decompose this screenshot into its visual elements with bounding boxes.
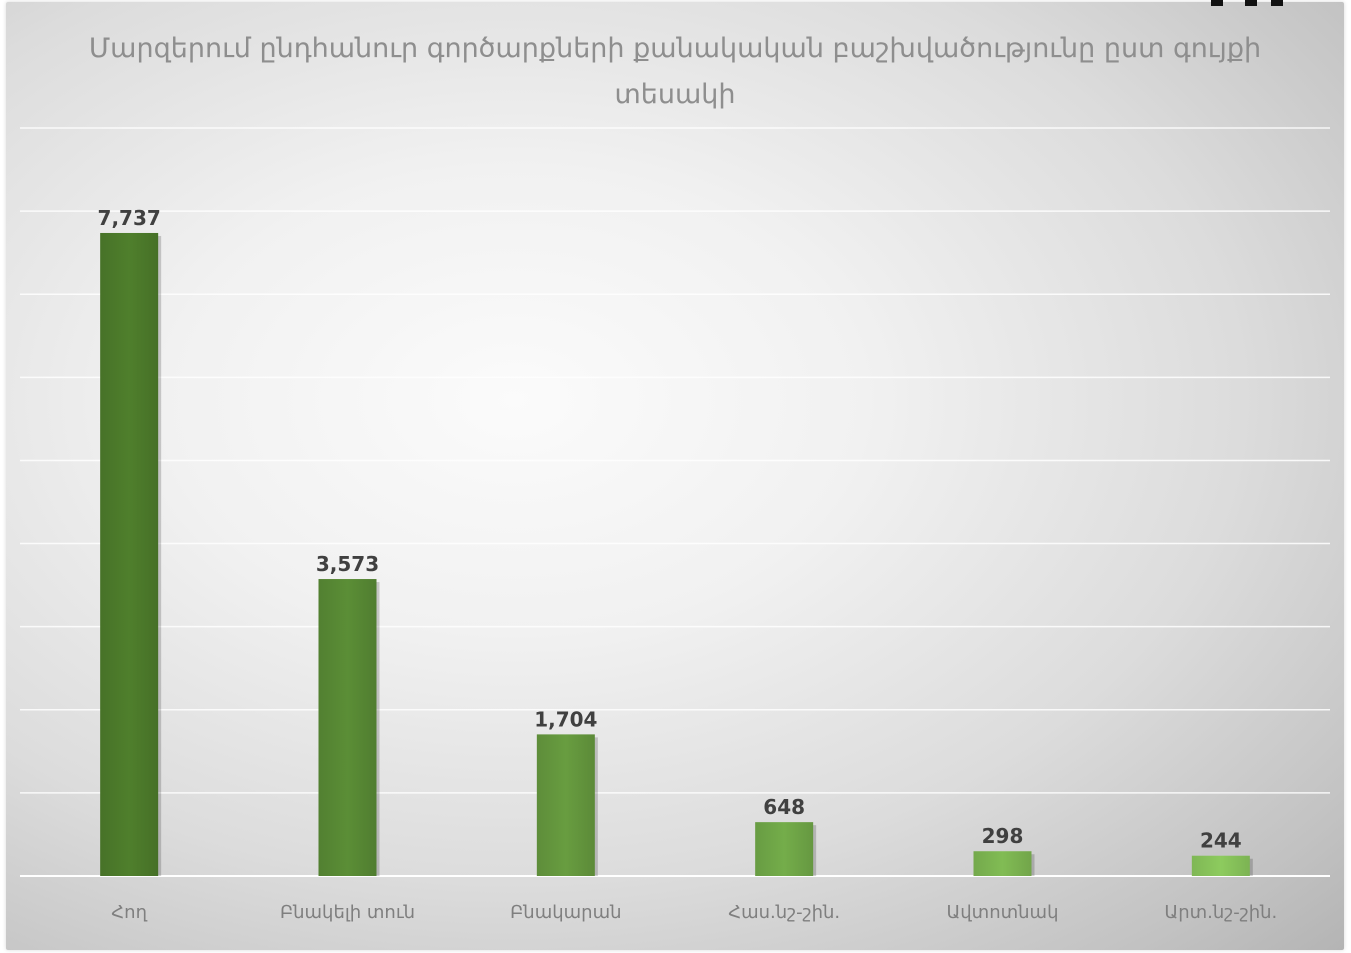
x-tick-label: Բնակելի տուն bbox=[280, 902, 415, 923]
data-label: 7,737 bbox=[98, 206, 161, 230]
corner-decoration bbox=[1211, 0, 1291, 6]
x-tick-label: Արտ.նշ-շին. bbox=[1164, 902, 1277, 923]
x-axis-ticks: Հող Բնակելի տուն Բնակարան Հաս.նշ-շին. Ավտոտն… bbox=[111, 902, 1277, 923]
chart-title: Մարզերում ընդհանուր գործարքների քանակակա… bbox=[88, 33, 1262, 110]
plot-area: 7,737 3,573 1,704 648 298 244 Հող Բնակելի տուն… bbox=[20, 127, 1330, 923]
bar-4 bbox=[755, 822, 814, 876]
chart-area: Մարզերում ընդհանուր գործարքների քանակակա… bbox=[6, 2, 1344, 950]
bar-1 bbox=[100, 232, 159, 876]
data-label: 3,573 bbox=[316, 552, 379, 576]
x-tick-label: Ավտոտնակ bbox=[946, 902, 1058, 923]
data-labels: 7,737 3,573 1,704 648 298 244 bbox=[98, 206, 1242, 853]
x-tick-label: Հող bbox=[111, 902, 147, 923]
bar-6 bbox=[1191, 855, 1250, 876]
bar-2 bbox=[318, 579, 377, 876]
gridlines bbox=[20, 127, 1330, 877]
data-label: 648 bbox=[763, 795, 805, 819]
bars bbox=[100, 232, 1253, 876]
data-label: 244 bbox=[1200, 829, 1242, 853]
x-tick-label: Հաս.նշ-շին. bbox=[728, 902, 840, 923]
data-label: 1,704 bbox=[534, 707, 597, 731]
x-tick-label: Բնակարան bbox=[510, 902, 621, 923]
bar-3 bbox=[536, 734, 595, 876]
bar-5 bbox=[973, 851, 1032, 876]
data-label: 298 bbox=[982, 824, 1024, 848]
